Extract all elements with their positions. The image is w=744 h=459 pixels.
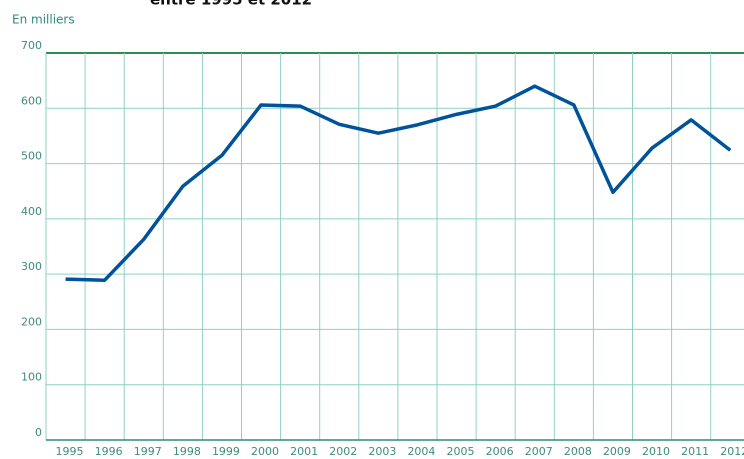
- y-tick-label: 500: [21, 150, 42, 163]
- x-tick-label: 1995: [56, 445, 84, 458]
- y-tick-label: 400: [21, 205, 42, 218]
- x-tick-label: 1999: [212, 445, 240, 458]
- x-tick-label: 2009: [603, 445, 631, 458]
- x-tick-label: 1998: [173, 445, 201, 458]
- data-line: [65, 84, 732, 282]
- chart-title: entre 1995 et 2012: [150, 0, 312, 9]
- x-tick-label: 2012: [720, 445, 744, 458]
- y-tick-label: 600: [21, 94, 42, 107]
- x-tick-label: 2001: [290, 445, 318, 458]
- y-tick-label: 100: [21, 371, 42, 384]
- x-tick-label: 2007: [525, 445, 553, 458]
- x-tick-label: 2011: [681, 445, 709, 458]
- x-tick-label: 2002: [329, 445, 357, 458]
- y-tick-label: 0: [35, 426, 42, 439]
- y-tick-label: 700: [21, 39, 42, 52]
- x-tick-label: 2000: [251, 445, 279, 458]
- x-tick-label: 2006: [486, 445, 514, 458]
- x-tick-label: 2004: [407, 445, 435, 458]
- x-tick-label: 2003: [368, 445, 396, 458]
- x-tick-label: 2005: [447, 445, 475, 458]
- y-tick-label: 200: [21, 315, 42, 328]
- x-tick-label: 2008: [564, 445, 592, 458]
- y-tick-label: 300: [21, 260, 42, 273]
- x-tick-label: 2010: [642, 445, 670, 458]
- y-axis-label: En milliers: [12, 13, 75, 27]
- x-tick-label: 1996: [95, 445, 123, 458]
- x-tick-label: 1997: [134, 445, 162, 458]
